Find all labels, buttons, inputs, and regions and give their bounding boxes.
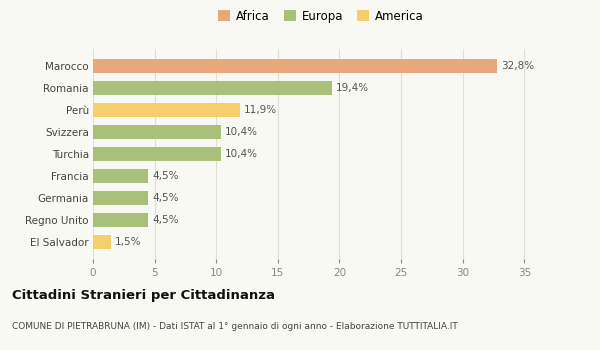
- Text: COMUNE DI PIETRABRUNA (IM) - Dati ISTAT al 1° gennaio di ogni anno - Elaborazion: COMUNE DI PIETRABRUNA (IM) - Dati ISTAT …: [12, 322, 458, 331]
- Text: Cittadini Stranieri per Cittadinanza: Cittadini Stranieri per Cittadinanza: [12, 289, 275, 302]
- Bar: [93, 235, 112, 250]
- Bar: [93, 169, 148, 183]
- Text: 4,5%: 4,5%: [152, 215, 179, 225]
- Text: 19,4%: 19,4%: [336, 83, 369, 93]
- Legend: Africa, Europa, America: Africa, Europa, America: [215, 6, 427, 26]
- Bar: [93, 58, 497, 73]
- Bar: [93, 213, 148, 228]
- Text: 10,4%: 10,4%: [225, 149, 258, 159]
- Text: 10,4%: 10,4%: [225, 127, 258, 137]
- Bar: [93, 147, 221, 161]
- Text: 1,5%: 1,5%: [115, 237, 142, 247]
- Text: 11,9%: 11,9%: [244, 105, 277, 115]
- Bar: [93, 80, 332, 95]
- Text: 32,8%: 32,8%: [501, 61, 534, 71]
- Text: 4,5%: 4,5%: [152, 171, 179, 181]
- Bar: [93, 125, 221, 139]
- Bar: [93, 191, 148, 205]
- Bar: [93, 103, 239, 117]
- Text: 4,5%: 4,5%: [152, 193, 179, 203]
